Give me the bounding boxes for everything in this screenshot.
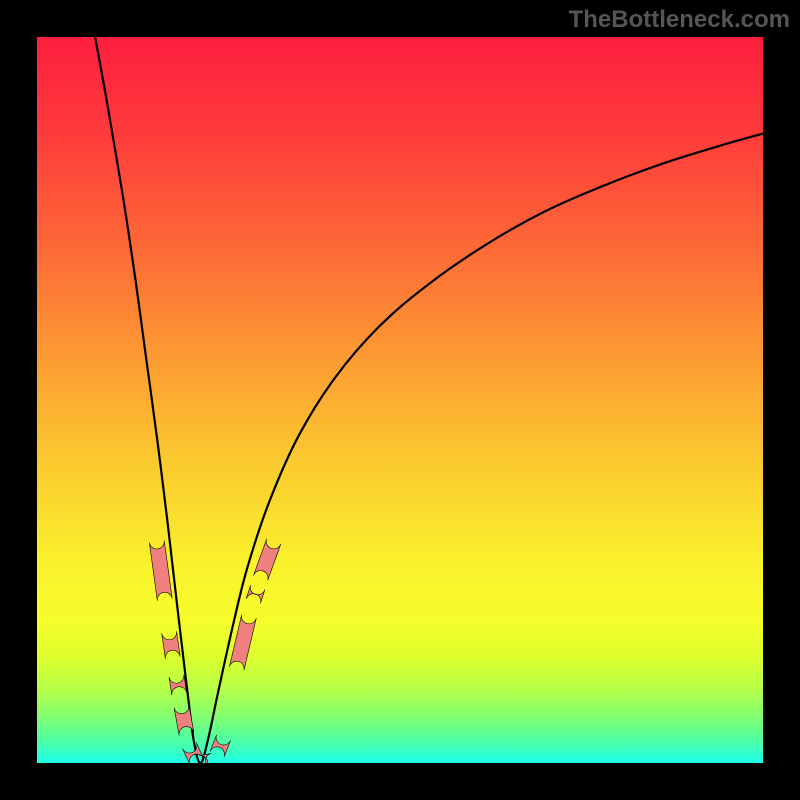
plot-area [37, 37, 763, 763]
gradient-background [37, 37, 763, 763]
plot-svg [37, 37, 763, 763]
watermark: TheBottleneck.com [569, 6, 790, 34]
watermark-text: TheBottleneck.com [569, 6, 790, 33]
